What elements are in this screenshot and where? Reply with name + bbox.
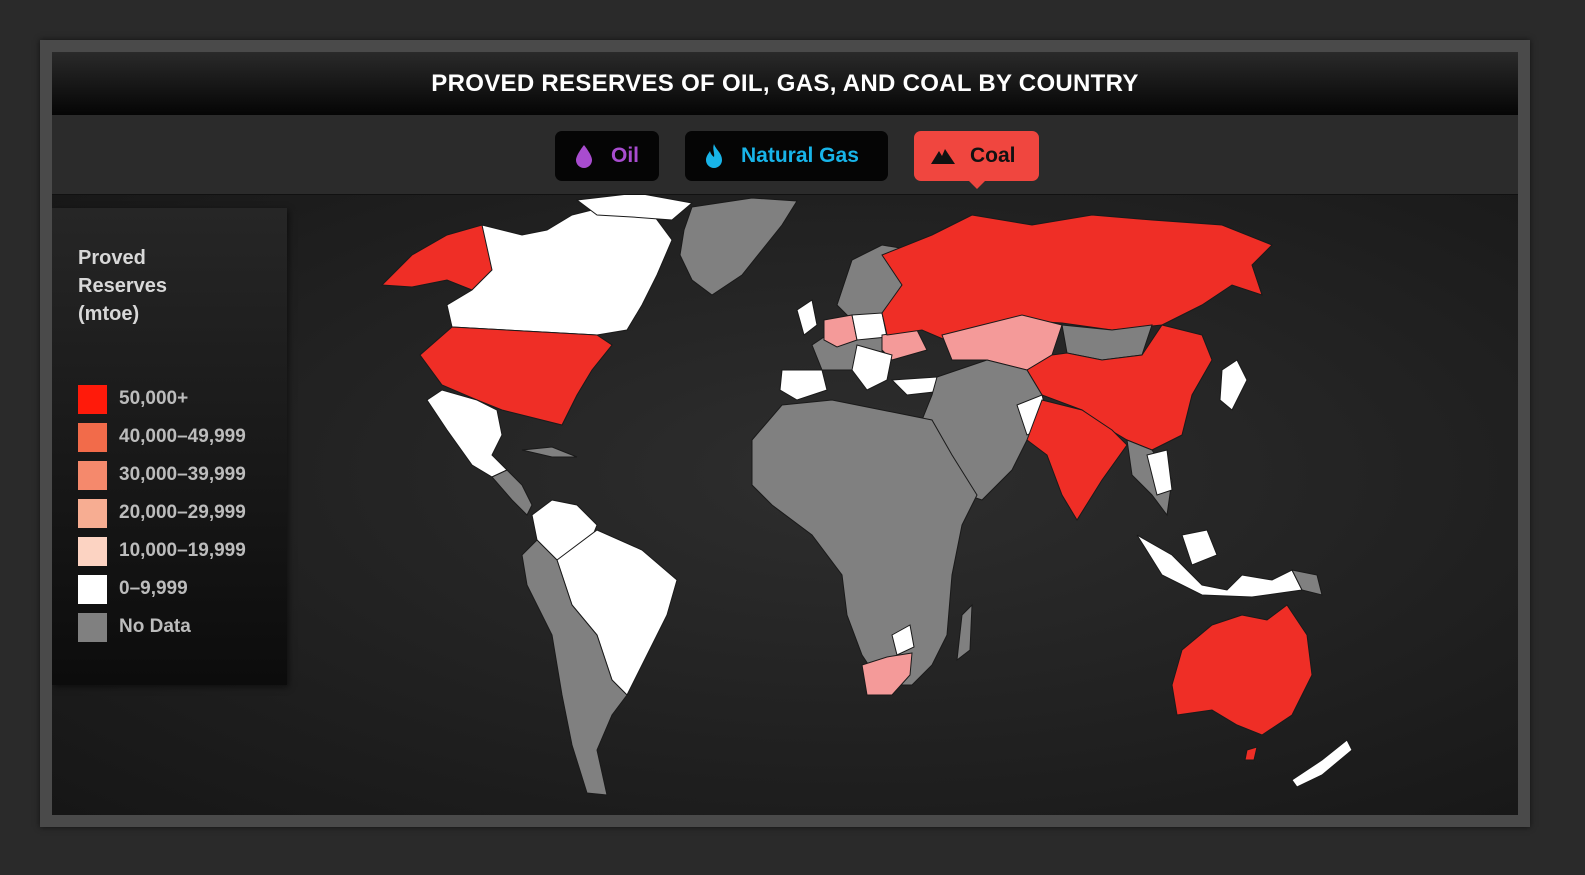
map-panel: PROVED RESERVES OF OIL, GAS, AND COAL BY… [52,52,1518,815]
country-thailand[interactable] [1146,449,1173,496]
legend-swatch [78,574,107,604]
legend-item: 10,000–19,999 [78,536,246,566]
legend-label: 50,000+ [119,388,189,409]
country-balkans[interactable] [851,344,893,391]
mountain-icon [930,143,956,169]
country-central-america[interactable] [491,469,533,516]
tab-oil[interactable]: Oil [555,131,659,181]
legend-label: No Data [119,616,191,637]
legend-swatch [78,460,107,490]
legend-swatch [78,498,107,528]
tab-natural-gas[interactable]: Natural Gas [685,131,888,181]
country-spain[interactable] [779,369,828,401]
legend-item: 50,000+ [78,384,188,414]
legend: Proved Reserves (mtoe) 50,000+ 40,000–49,… [52,208,287,685]
legend-label: 0–9,999 [119,578,188,599]
country-greenland[interactable] [679,197,798,296]
country-zimbabwe[interactable] [891,624,915,656]
page-title: PROVED RESERVES OF OIL, GAS, AND COAL BY… [431,69,1139,97]
country-germany[interactable] [823,314,858,348]
country-japan[interactable] [1219,359,1248,411]
country-papua[interactable] [1291,569,1323,596]
country-mexico[interactable] [426,389,508,478]
country-australia[interactable] [1171,604,1313,736]
country-canada-islands[interactable] [575,195,694,221]
tab-oil-label: Oil [611,144,640,167]
resource-tabs: Oil Natural Gas Coal [52,115,1518,195]
country-south-africa[interactable] [861,652,913,696]
legend-label: 20,000–29,999 [119,502,246,523]
tab-natural-gas-label: Natural Gas [741,144,859,167]
tab-coal[interactable]: Coal [914,131,1039,189]
legend-item: 0–9,999 [78,574,188,604]
country-uk[interactable] [796,299,818,336]
tab-coal-label: Coal [970,144,1016,167]
country-south-america-other[interactable] [521,539,628,796]
legend-label: 40,000–49,999 [119,426,246,447]
legend-swatch [78,422,107,452]
legend-label: 10,000–19,999 [119,540,246,561]
country-canada[interactable] [446,204,673,336]
country-africa[interactable] [751,399,978,686]
title-bar: PROVED RESERVES OF OIL, GAS, AND COAL BY… [52,52,1518,115]
legend-swatch [78,612,107,642]
flame-icon [701,143,727,169]
map-frame: PROVED RESERVES OF OIL, GAS, AND COAL BY… [40,40,1530,827]
world-map: Proved Reserves (mtoe) 50,000+ 40,000–49,… [52,195,1518,815]
legend-swatch [78,536,107,566]
legend-label: 30,000–39,999 [119,464,246,485]
country-borneo[interactable] [1181,529,1218,566]
country-tasmania[interactable] [1244,746,1258,761]
country-southeast-asia[interactable] [1126,439,1173,517]
legend-title: Proved Reserves (mtoe) [78,247,167,325]
world-map-svg [380,195,1353,796]
country-russia[interactable] [881,214,1273,346]
legend-swatch [78,384,107,414]
legend-item: 30,000–39,999 [78,460,246,490]
country-usa[interactable] [419,326,613,426]
country-new-zealand[interactable] [1291,739,1353,788]
legend-item: 20,000–29,999 [78,498,246,528]
country-caribbean[interactable] [521,446,578,458]
country-indonesia[interactable] [1136,534,1303,598]
country-india[interactable] [1026,399,1128,521]
legend-item: No Data [78,612,191,642]
oil-drop-icon [571,143,597,169]
legend-item: 40,000–49,999 [78,422,246,452]
country-madagascar[interactable] [956,603,973,662]
